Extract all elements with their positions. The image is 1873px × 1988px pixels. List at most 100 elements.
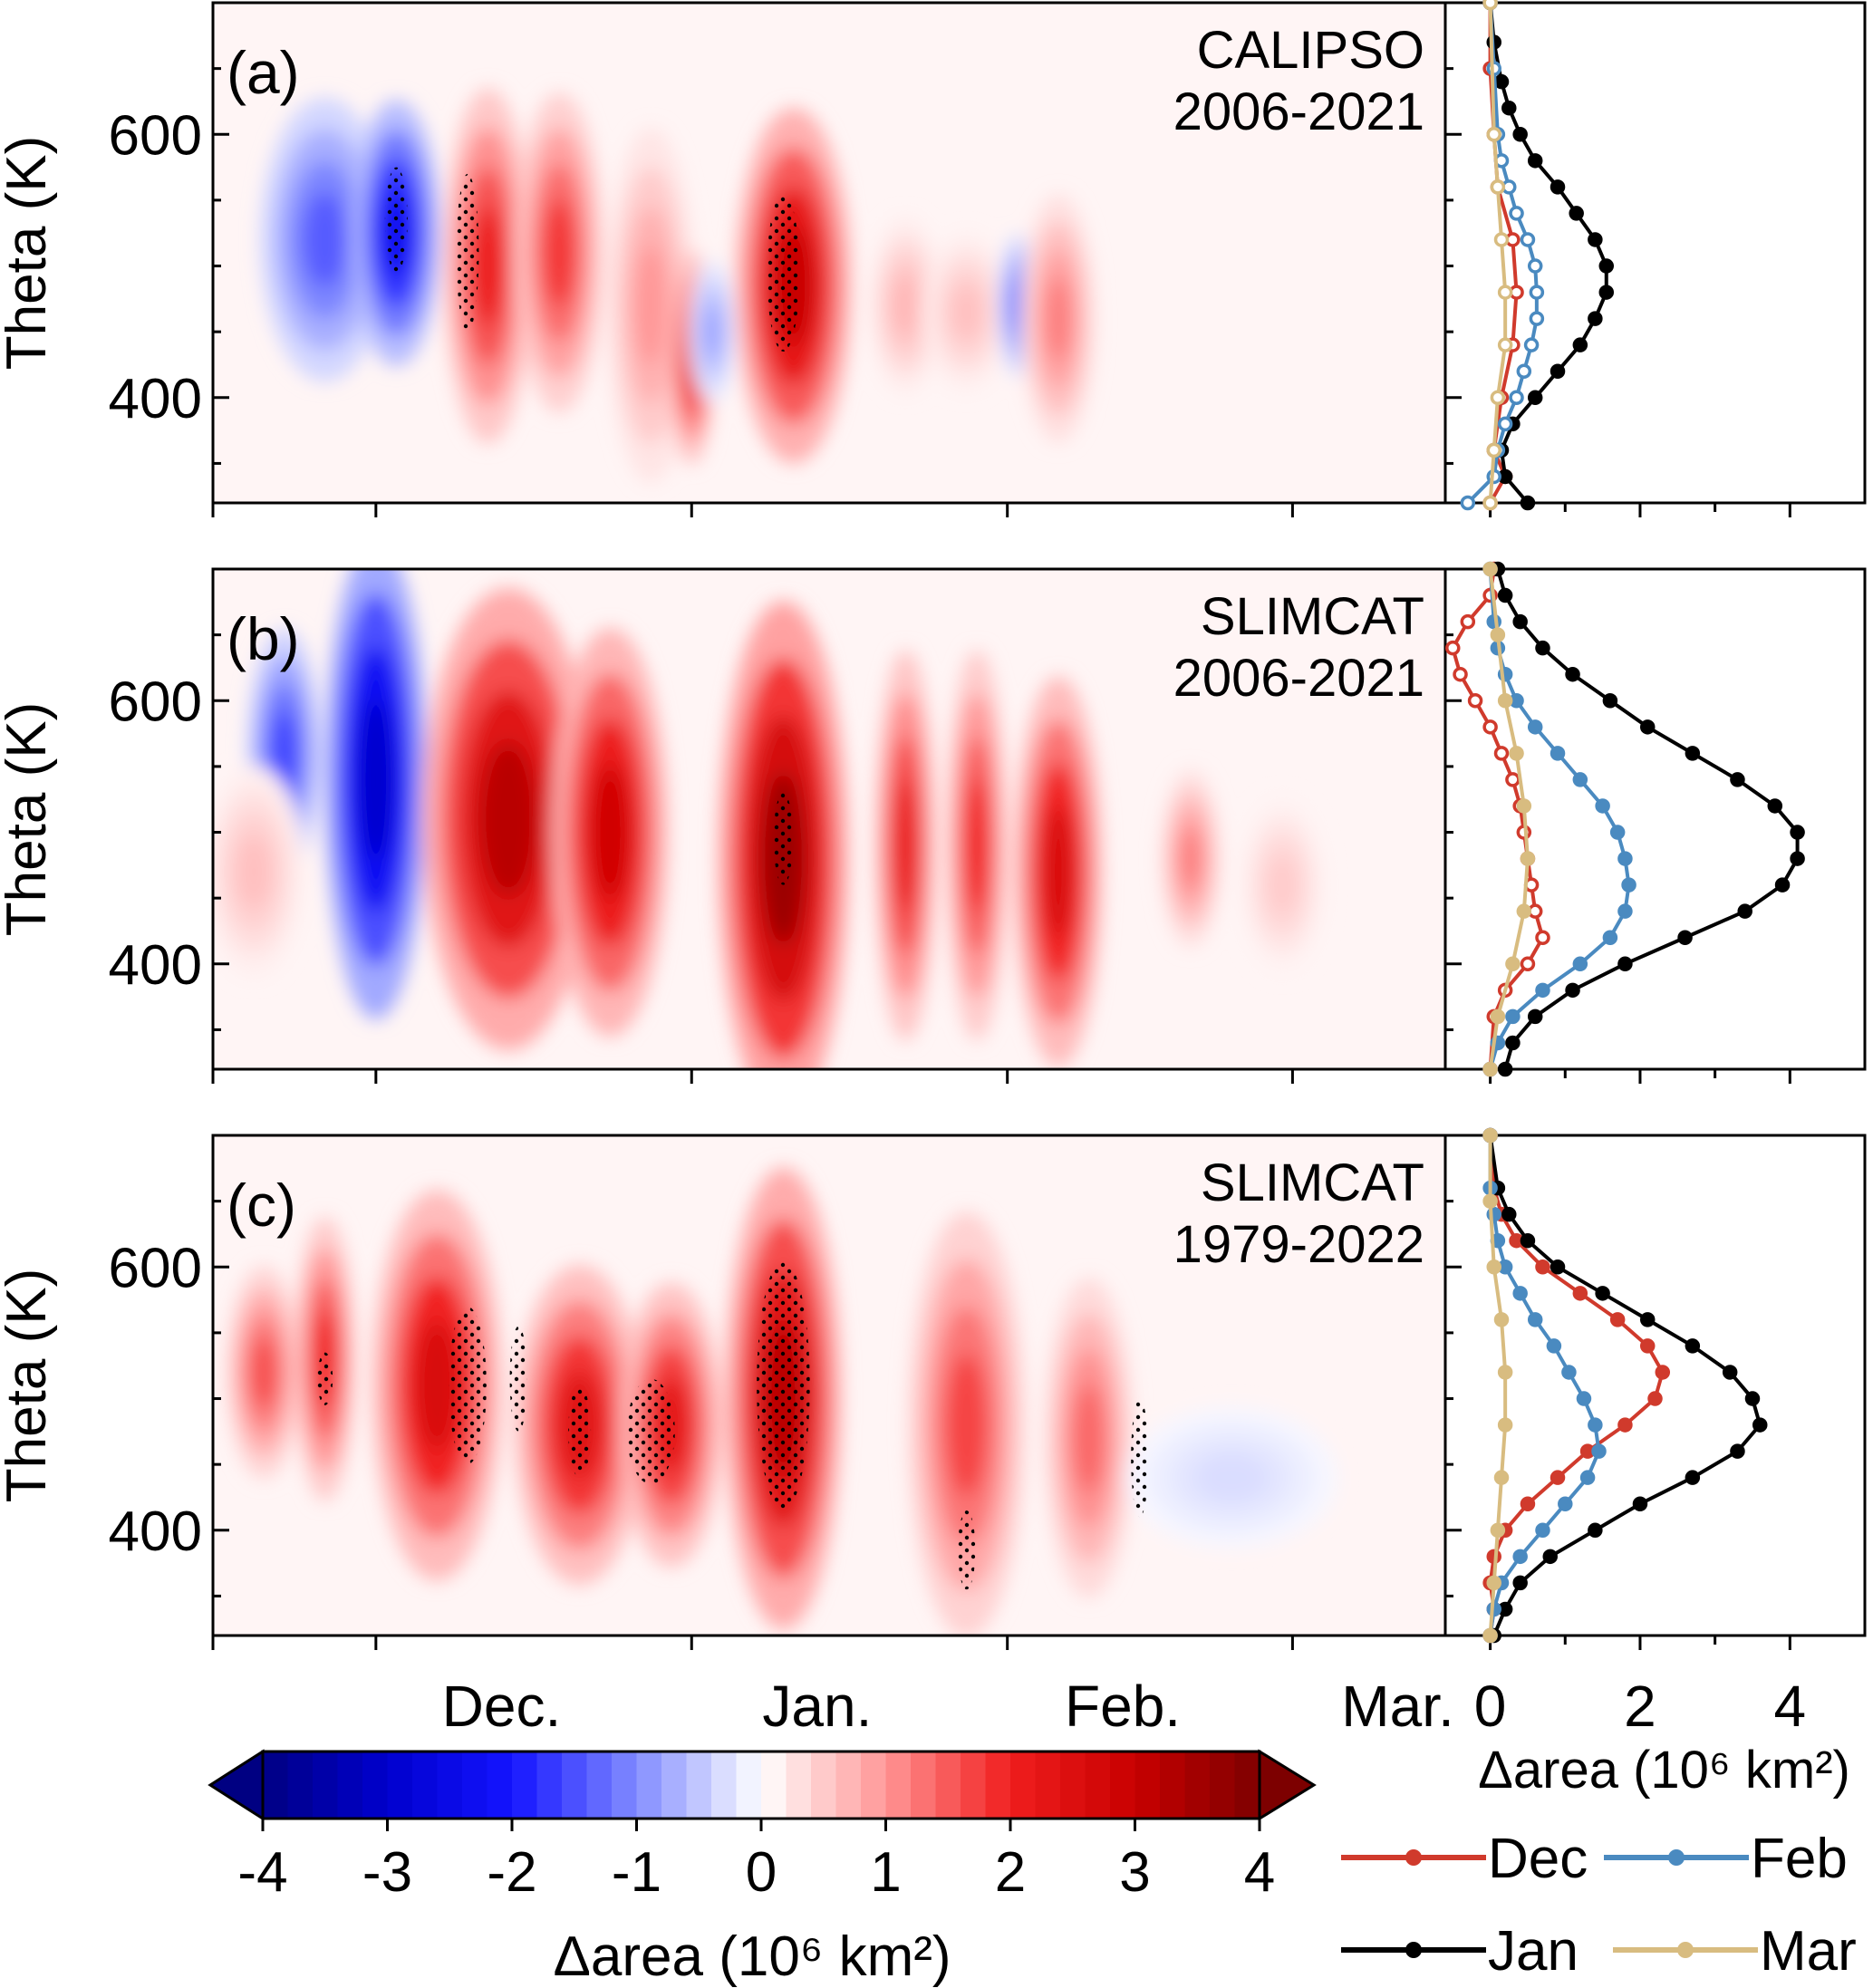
panel-label: (c) [227, 1172, 296, 1239]
profile-point-mar [1505, 956, 1521, 972]
profile-point-mar [1493, 1470, 1510, 1485]
heatmap-blob-4-layer-4 [544, 199, 574, 306]
profile-x-tick-label: 0 [1474, 1674, 1507, 1739]
profile-point-mar [1497, 285, 1513, 300]
profile-point-jan [1520, 495, 1536, 511]
heatmap-field [260, 88, 1096, 484]
profile-point-feb [1621, 877, 1636, 893]
profile-point-feb [1550, 746, 1566, 761]
legend-item-mar: Mar [1613, 1920, 1857, 1983]
profile-point-mar [1486, 1575, 1501, 1591]
dataset-label: SLIMCAT [1201, 1153, 1424, 1212]
period-label: 2006-2021 [1173, 649, 1424, 708]
profile-lines [1445, 561, 1805, 1077]
panel-label: (a) [227, 39, 300, 106]
colorbar-segment [711, 1752, 738, 1819]
profile-point-feb [1617, 903, 1633, 919]
heatmap-field [213, 569, 1327, 1069]
profile-point-mar [1486, 127, 1501, 142]
legend-marker [1677, 1942, 1694, 1958]
heatmap-blob-7-layer-4 [895, 780, 916, 911]
legend-label: Dec [1488, 1828, 1588, 1890]
colorbar-segment [387, 1752, 413, 1819]
profile-point-jan [1565, 982, 1580, 999]
profile-point-feb [1509, 390, 1524, 406]
x-month-label: Jan. [762, 1674, 872, 1739]
profile-line-mar [1488, 1135, 1508, 1636]
colorbar-segment [412, 1752, 439, 1819]
colorbar-segment [911, 1752, 937, 1819]
colorbar-tick-label: -4 [237, 1841, 287, 1904]
colorbar-segment [1110, 1752, 1136, 1819]
profile-point-feb [1520, 232, 1536, 247]
heatmap-blob-10-layer-4 [1180, 828, 1202, 889]
profile-point-feb [1535, 982, 1550, 999]
profile-point-feb [1558, 1496, 1573, 1511]
y-tick-label: 600 [109, 671, 202, 733]
profile-point-jan [1598, 258, 1615, 274]
heatmap-blob-7-layer-4 [704, 308, 720, 356]
colorbar-segment [612, 1752, 638, 1819]
colorbar-segment [636, 1752, 662, 1819]
profile-point-mar [1493, 232, 1510, 247]
y-tick-label: 400 [109, 934, 202, 997]
profile-point-mar [1482, 1627, 1498, 1644]
colorbar-segment [811, 1752, 837, 1819]
profile-line-jan [1488, 1134, 1762, 1636]
profile-x-tick-label: 2 [1624, 1674, 1656, 1739]
profile-point-feb [1527, 258, 1543, 274]
profile-point-jan [1595, 1286, 1610, 1301]
colorbar-segment [985, 1752, 1011, 1819]
profile-frame [1443, 1, 1867, 505]
profile-point-mar [1520, 851, 1536, 866]
colorbar-segment [935, 1752, 961, 1819]
profile-point-jan [1602, 693, 1618, 709]
profile-point-feb [1509, 206, 1524, 221]
colorbar-tick-label: -3 [362, 1841, 412, 1904]
colorbar-tick-label: 3 [1119, 1841, 1150, 1904]
profile-point-jan [1542, 1549, 1558, 1565]
heatmap-blob-1-layer-4 [303, 192, 347, 287]
x-month-label: Feb. [1065, 1674, 1181, 1739]
colorbar-segment [263, 1752, 289, 1819]
profile-frame [1443, 567, 1867, 1071]
profile-point-jan [1512, 1575, 1528, 1591]
heatmap-blob-11-layer-4 [1010, 281, 1025, 330]
heatmap-blob-2-layer-4 [359, 700, 393, 860]
legend-label: Mar [1760, 1920, 1857, 1983]
legend-marker [1405, 1942, 1422, 1958]
heatmap-blob-12-layer-4 [1046, 276, 1071, 361]
profile-point-feb [1529, 311, 1545, 326]
panel-label: (b) [227, 605, 300, 672]
profile-point-feb [1529, 285, 1545, 300]
profile-point-jan [1767, 798, 1783, 814]
profile-point-feb [1512, 1549, 1528, 1565]
profile-point-jan [1550, 363, 1566, 379]
profile-point-feb [1460, 495, 1476, 511]
heatmap-blob-7-layer-4 [947, 1354, 987, 1497]
profile-point-jan [1527, 390, 1543, 406]
profile-lines [1460, 0, 1615, 511]
profile-point-feb [1572, 772, 1588, 787]
profile-point-feb [1591, 1443, 1607, 1459]
profile-point-feb [1561, 1365, 1577, 1380]
profile-point-feb [1602, 930, 1618, 945]
profile-point-jan [1565, 666, 1580, 682]
profile-point-dec [1482, 719, 1498, 735]
profile-point-jan [1550, 1259, 1566, 1275]
profile-point-mar [1497, 693, 1513, 709]
profile-line-mar [1488, 568, 1530, 1070]
colorbar-segment [961, 1752, 987, 1819]
profile-point-dec [1655, 1365, 1671, 1380]
profile-point-jan [1639, 719, 1656, 735]
profile-point-dec [1572, 1286, 1588, 1301]
profile-point-feb [1516, 363, 1532, 379]
colorbar-segment [437, 1752, 463, 1819]
colorbar-segment [487, 1752, 513, 1819]
y-tick-label: 600 [109, 104, 202, 167]
heatmap-blob-9-layer-4 [893, 275, 919, 335]
profile-point-jan [1685, 1470, 1701, 1485]
stipple-region-4 [568, 1385, 592, 1478]
legend-label: Feb [1751, 1828, 1848, 1890]
